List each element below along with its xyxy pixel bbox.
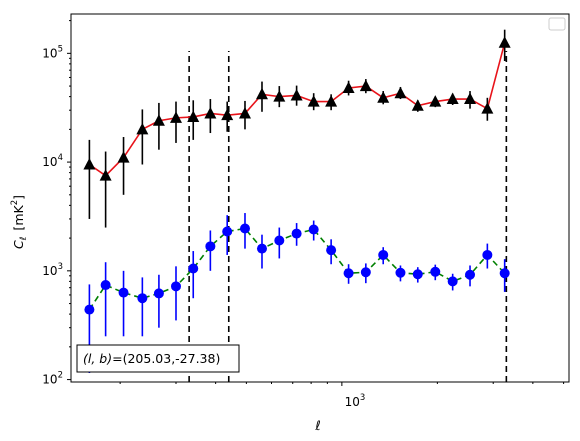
triangle-marker <box>152 114 165 126</box>
circle-marker <box>153 288 164 299</box>
triangle-marker <box>342 81 355 94</box>
series-group <box>83 29 511 373</box>
series-2 <box>84 213 510 373</box>
triangle-marker <box>359 79 372 92</box>
y-tick-label: 104 <box>42 153 63 169</box>
y-tick-label: 105 <box>42 44 63 60</box>
circle-marker <box>430 266 441 277</box>
triangle-marker <box>169 111 182 123</box>
triangle-marker <box>204 106 217 119</box>
circle-marker <box>447 276 458 287</box>
circle-marker <box>465 269 476 280</box>
axis-ticks: 102 103 104 105 <box>42 20 565 387</box>
circle-marker <box>395 267 406 278</box>
y-tick-label: 103 <box>42 262 63 278</box>
circle-marker <box>239 223 250 234</box>
triangle-marker <box>377 91 390 103</box>
triangle-marker <box>307 95 320 107</box>
triangle-marker <box>255 87 268 100</box>
circle-marker <box>188 263 199 274</box>
vertical-lines <box>188 51 508 382</box>
circle-marker <box>256 243 267 254</box>
plot-frame <box>70 13 570 383</box>
series-1 <box>83 29 511 228</box>
annotation-text: (l, b)=(205.03,-27.38) <box>83 351 220 366</box>
legend-box <box>548 17 566 31</box>
circle-marker <box>274 235 285 246</box>
annotation-box: (l, b)=(205.03,-27.38) <box>76 344 240 373</box>
triangle-marker <box>325 95 338 107</box>
circle-marker <box>291 228 302 239</box>
circle-marker <box>499 268 510 279</box>
circle-marker <box>482 249 493 260</box>
triangle-marker <box>481 102 494 114</box>
circle-marker <box>84 304 95 315</box>
circle-marker <box>170 281 181 292</box>
triangle-marker <box>136 122 149 135</box>
circle-marker <box>205 241 216 252</box>
triangle-marker <box>117 151 130 163</box>
circle-marker <box>118 287 129 298</box>
circle-marker <box>326 245 337 256</box>
triangle-marker <box>273 90 286 102</box>
triangle-marker <box>99 169 112 181</box>
circle-marker <box>378 249 389 260</box>
triangle-marker <box>429 95 442 107</box>
triangle-marker <box>83 158 96 170</box>
circle-marker <box>137 293 148 304</box>
circle-marker <box>100 280 111 291</box>
triangle-marker <box>187 110 200 122</box>
y-axis-label: Cℓ[mK2] <box>10 195 29 249</box>
circle-marker <box>412 269 423 280</box>
circle-marker <box>360 267 371 278</box>
plot-area <box>71 14 569 382</box>
triangle-marker <box>221 108 234 121</box>
y-tick-label: 102 <box>42 371 63 387</box>
circle-marker <box>343 268 354 279</box>
triangle-marker <box>498 36 511 48</box>
triangle-marker <box>411 99 424 111</box>
triangle-marker <box>464 92 477 105</box>
circle-marker <box>222 226 233 237</box>
triangle-marker <box>446 92 459 105</box>
triangle-marker <box>238 106 251 119</box>
triangle-marker <box>394 86 407 99</box>
circle-marker <box>308 224 319 235</box>
triangle-marker <box>290 88 303 101</box>
x-tick-label: 103 <box>345 393 366 409</box>
x-axis-label: ℓ <box>314 419 320 434</box>
